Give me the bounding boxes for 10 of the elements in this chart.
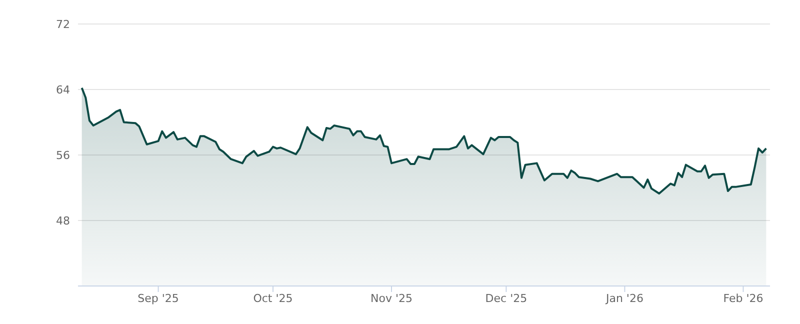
y-tick-label: 56 (56, 148, 70, 162)
y-tick-label: 72 (56, 18, 70, 31)
x-tick-label: Dec '25 (485, 292, 528, 305)
y-tick-label: 64 (56, 83, 70, 96)
y-tick-label: 48 (56, 214, 70, 228)
x-tick-label: Feb '26 (723, 292, 764, 305)
x-tick-label: Sep '25 (138, 292, 179, 305)
x-tick-label: Jan '26 (604, 292, 644, 305)
x-tick-label: Oct '25 (253, 292, 293, 305)
x-tick-label: Nov '25 (370, 292, 413, 305)
